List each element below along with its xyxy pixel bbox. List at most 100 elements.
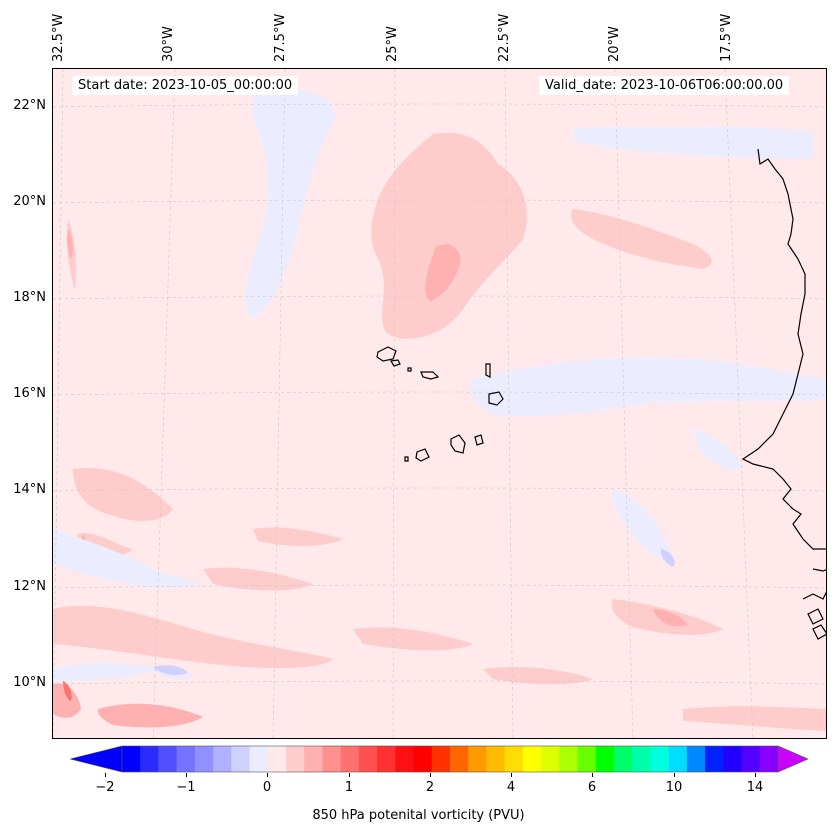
colorbar-segment [322,746,342,772]
vorticity-contour-negative [245,88,335,319]
longitude-label: 27.5°W [273,13,288,62]
colorbar-segment [395,746,415,772]
colorbar [69,745,810,773]
island-outline [404,456,409,462]
colorbar-segment [413,746,433,772]
longitude-label: 22.5°W [497,13,512,62]
colorbar-tick-label: 14 [746,780,764,795]
latitude-label: 22°N [13,98,46,113]
colorbar-segment [741,746,761,772]
vorticity-contour-positive [63,681,72,701]
vorticity-contour-positive [653,609,688,627]
vorticity-contour-negative [469,357,826,416]
colorbar-segment [759,746,779,772]
colorbar-tick-mark [105,773,106,777]
latitude-label: 16°N [13,386,46,401]
colorbar-segment [541,746,560,772]
vorticity-contour-positive [425,244,461,301]
colorbar-tick-mark [755,773,756,777]
island-outline [474,434,484,446]
vorticity-contour-negative [153,665,188,675]
colorbar-tick-mark [592,773,593,777]
island-outline [420,371,440,380]
colorbar-segment [468,746,487,772]
colorbar-segment [231,746,251,772]
colorbar-segment [304,746,323,772]
vorticity-contour-positive [67,229,73,259]
island-outline [488,391,504,406]
island-outline [376,346,397,362]
latitude-label: 10°N [13,675,46,690]
colorbar-under-extension [69,745,123,773]
colorbar-segment [668,746,688,772]
vorticity-contour-positive [483,667,593,685]
colorbar-tick-mark [267,773,268,777]
longitude-label: 30°W [161,26,176,62]
vorticity-contour-negative [573,126,813,159]
colorbar-segment [249,746,269,772]
colorbar-segment [522,746,542,772]
latitude-label: 20°N [13,194,46,209]
colorbar-segment [650,746,670,772]
colorbar-segment [286,746,305,772]
colorbar-segment [340,746,360,772]
vorticity-contour-positive [73,468,173,521]
coastline [376,148,826,640]
vorticity-contour-positive [371,132,527,339]
colorbar-tick-mark [430,773,431,777]
colorbar-tick-mark [511,773,512,777]
colorbar-segment [213,746,232,772]
negative-vorticity-contours [53,88,826,681]
colorbar-segment [723,746,743,772]
colorbar-segment [595,746,615,772]
vorticity-contour-negative [660,549,675,567]
latitude-label: 14°N [13,482,46,497]
colorbar-segment [158,746,178,772]
colorbar-tick-label: 1 [344,780,354,795]
island-outline [450,434,466,454]
vorticity-contour-negative [53,663,163,681]
graticule-lines [53,69,826,738]
positive-vorticity-contours [53,132,826,731]
colorbar-tick-label: 0 [262,780,272,795]
vorticity-contour-positive [203,567,313,591]
vorticity-contour-positive [53,683,81,718]
colorbar-tick-label: 2 [425,780,435,795]
colorbar-segment [377,746,396,772]
colorbar-segment [486,746,506,772]
vorticity-contour-positive [53,605,333,669]
latitude-label: 18°N [13,290,46,305]
colorbar-segment [140,746,159,772]
colorbar-tick-label: −2 [95,780,115,795]
colorbar-segment [358,746,378,772]
vorticity-contour-positive [683,706,826,731]
longitude-label: 20°W [607,26,622,62]
map-panel [52,68,827,739]
vorticity-contour-positive [253,527,343,546]
colorbar-tick-label: 10 [665,780,683,795]
colorbar-tick-label: 6 [587,780,597,795]
vorticity-contour-positive [571,209,712,269]
colorbar-segment [577,746,597,772]
colorbar-segment [504,746,524,772]
colorbar-segment [194,746,214,772]
island-outline [415,448,430,462]
vorticity-contour-negative [53,529,203,588]
longitude-label: 25°W [385,26,400,62]
colorbar-segment [122,746,141,772]
valid-date-label: Valid_date: 2023-10-06T06:00:00.00 [539,76,790,95]
colorbar-segment [431,746,451,772]
colorbar-tick-mark [186,773,187,777]
colorbar-segment [632,746,651,772]
start-date-label: Start date: 2023-10-05_00:00:00 [72,76,299,95]
island-outline [485,363,491,378]
colorbar-segment [705,746,724,772]
longitude-label: 32.5°W [51,13,66,62]
longitude-label: 17.5°W [719,13,734,62]
island-outline [407,367,412,372]
vorticity-contour-positive [353,627,473,651]
colorbar-segment [559,746,579,772]
colorbar-tick-mark [674,773,675,777]
latitude-label: 12°N [13,579,46,594]
island-outline [390,359,401,367]
